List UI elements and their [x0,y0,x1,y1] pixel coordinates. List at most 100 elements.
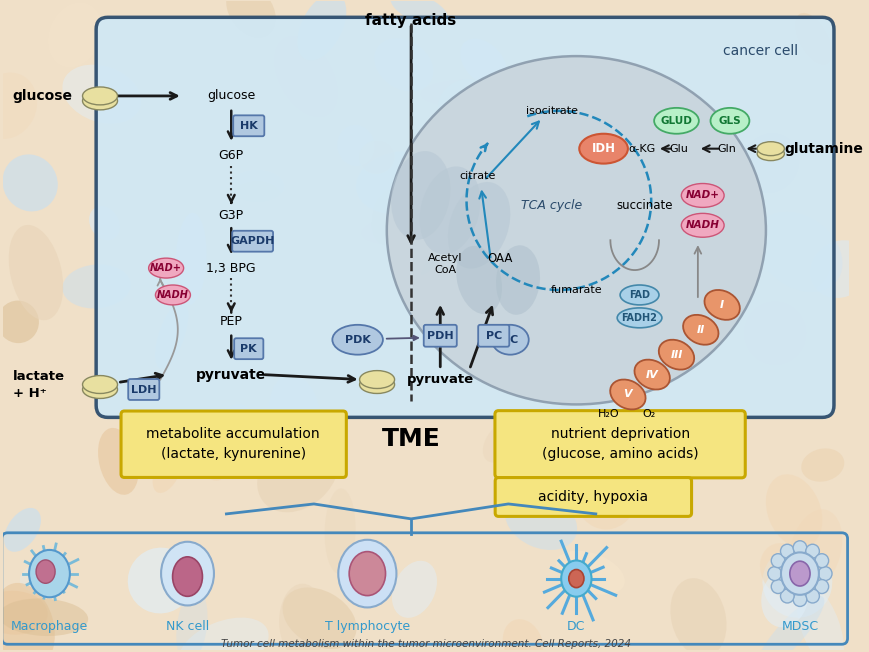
Ellipse shape [818,567,831,580]
Ellipse shape [800,449,843,482]
Ellipse shape [0,72,37,139]
Ellipse shape [392,561,436,618]
Ellipse shape [372,326,421,381]
Ellipse shape [793,541,806,555]
Text: NAD+: NAD+ [685,190,719,200]
Text: pyruvate: pyruvate [196,368,266,381]
Ellipse shape [656,187,746,231]
Ellipse shape [793,593,806,606]
FancyBboxPatch shape [423,325,456,347]
Ellipse shape [770,554,784,568]
Text: H₂O: H₂O [597,409,619,419]
FancyBboxPatch shape [121,411,346,477]
Text: nutrient deprivation
(glucose, amino acids): nutrient deprivation (glucose, amino aci… [541,428,698,461]
Ellipse shape [756,147,784,160]
Ellipse shape [63,265,130,308]
Ellipse shape [3,155,57,211]
Ellipse shape [63,65,141,124]
Ellipse shape [384,210,441,276]
FancyBboxPatch shape [494,411,745,478]
Ellipse shape [680,213,723,237]
Ellipse shape [712,409,741,449]
Text: DC: DC [567,620,585,633]
Ellipse shape [359,140,395,173]
Ellipse shape [579,134,627,164]
Ellipse shape [541,471,600,520]
Ellipse shape [229,320,289,379]
Ellipse shape [324,488,355,574]
Ellipse shape [765,226,830,293]
Text: CoA: CoA [434,265,455,275]
Ellipse shape [128,548,193,614]
Ellipse shape [332,325,382,355]
Text: HK: HK [240,121,257,131]
Ellipse shape [805,544,819,558]
Ellipse shape [155,301,189,369]
Text: glucose: glucose [12,89,72,103]
Ellipse shape [4,508,41,552]
Ellipse shape [561,561,591,597]
Text: Macrophage: Macrophage [10,620,88,633]
Ellipse shape [230,170,284,202]
Ellipse shape [760,568,807,627]
Text: III: III [669,349,682,360]
Text: NADH: NADH [685,220,719,230]
Ellipse shape [178,617,269,652]
FancyBboxPatch shape [234,338,263,359]
Ellipse shape [796,584,843,652]
Text: succinate: succinate [615,199,672,212]
Ellipse shape [344,65,405,96]
Ellipse shape [83,92,117,110]
Ellipse shape [89,206,120,240]
Ellipse shape [83,87,117,105]
Text: NAD+: NAD+ [150,263,182,273]
Ellipse shape [779,589,793,603]
Ellipse shape [214,404,251,439]
Ellipse shape [555,268,626,325]
Ellipse shape [634,360,669,389]
Ellipse shape [710,108,748,134]
FancyBboxPatch shape [233,115,264,136]
Ellipse shape [814,554,827,568]
Ellipse shape [226,0,275,38]
Ellipse shape [156,285,190,305]
Ellipse shape [176,213,206,304]
Ellipse shape [98,428,138,495]
Text: FAD: FAD [628,290,649,300]
Ellipse shape [609,379,645,409]
Ellipse shape [20,560,71,593]
Ellipse shape [805,589,819,603]
Text: IV: IV [645,370,658,379]
Ellipse shape [767,567,780,580]
Text: lactate
+ H⁺: lactate + H⁺ [12,370,64,400]
Text: metabolite accumulation
(lactate, kynurenine): metabolite accumulation (lactate, kynure… [146,428,320,461]
Text: NADH: NADH [156,290,189,300]
Text: IDH: IDH [591,142,615,155]
Ellipse shape [680,183,723,207]
Ellipse shape [704,290,739,320]
Ellipse shape [457,246,492,281]
Ellipse shape [216,181,286,249]
Text: T lymphocyte: T lymphocyte [324,620,409,633]
Ellipse shape [152,447,183,493]
Ellipse shape [338,540,396,608]
Text: 1,3 BPG: 1,3 BPG [206,261,255,274]
Ellipse shape [670,578,726,652]
Ellipse shape [374,38,433,91]
Ellipse shape [555,551,624,595]
Ellipse shape [273,35,338,118]
Text: PC: PC [501,334,518,345]
Ellipse shape [371,189,410,246]
Text: MDSC: MDSC [780,620,818,633]
Ellipse shape [269,375,320,451]
Text: fumarate: fumarate [550,285,601,295]
Text: Acetyl: Acetyl [428,253,461,263]
Ellipse shape [809,240,869,298]
Ellipse shape [297,0,346,60]
Ellipse shape [794,13,832,65]
Ellipse shape [0,301,39,343]
Ellipse shape [176,589,208,652]
Ellipse shape [653,108,698,134]
Text: TCA cycle: TCA cycle [521,199,582,212]
Ellipse shape [754,212,841,292]
